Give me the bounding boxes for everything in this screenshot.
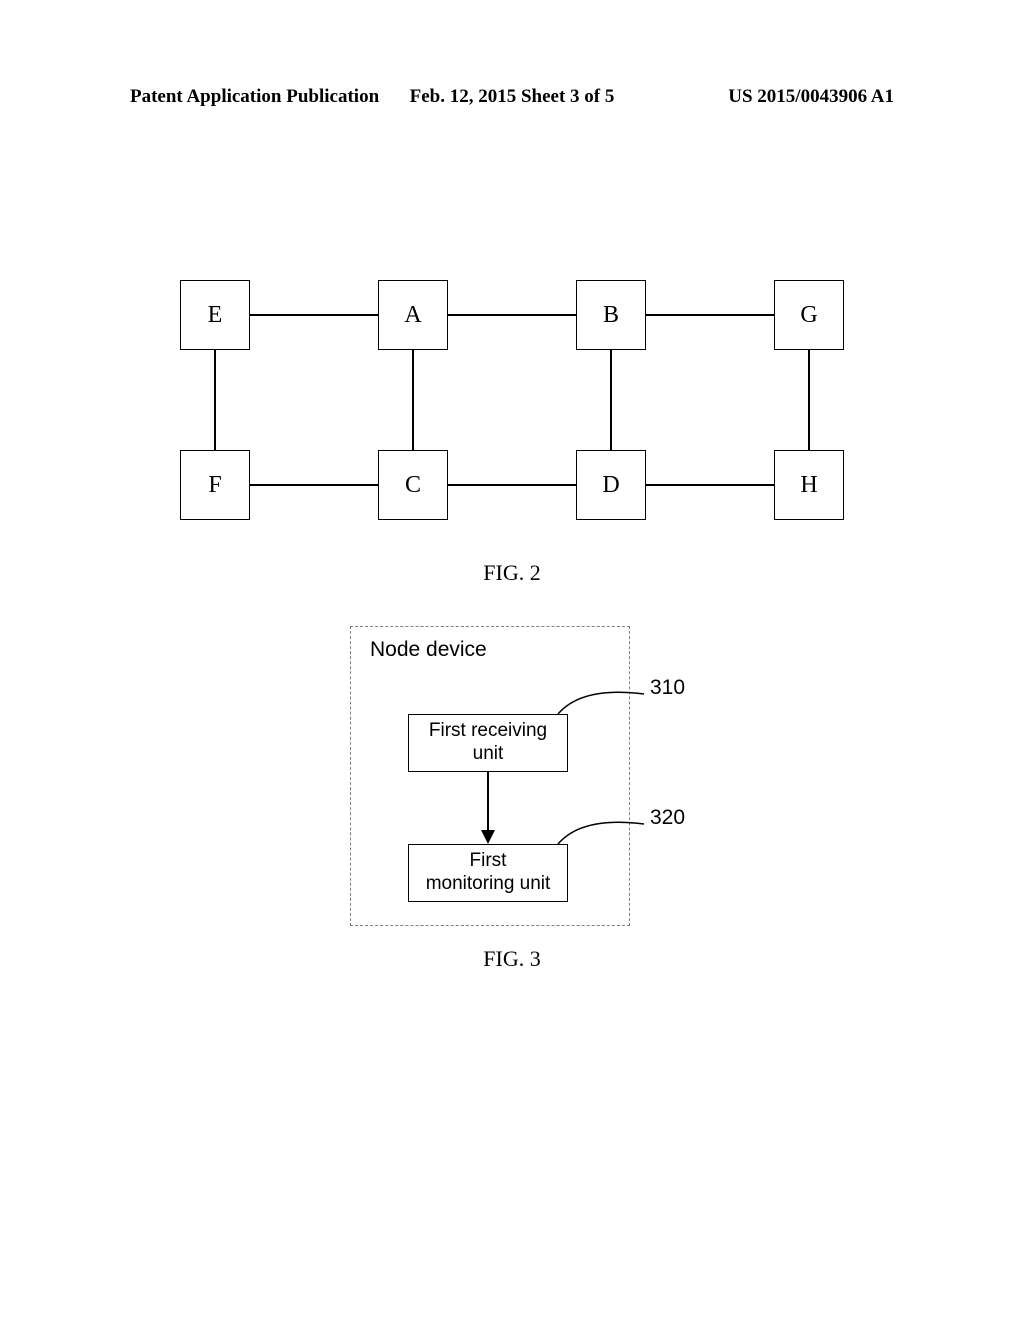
node-d: D (576, 450, 646, 520)
node-f: F (180, 450, 250, 520)
node-h: H (774, 450, 844, 520)
reference-number-320: 320 (650, 806, 685, 830)
header-publication: Patent Application Publication (130, 86, 379, 108)
edge-b-d (610, 350, 612, 450)
edge-d-h (646, 484, 774, 486)
edge-b-g (646, 314, 774, 316)
node-b: B (576, 280, 646, 350)
figure-3-caption: FIG. 3 (0, 946, 1024, 972)
edge-a-c (412, 350, 414, 450)
edge-f-c (250, 484, 378, 486)
node-g: G (774, 280, 844, 350)
edge-a-b (448, 314, 576, 316)
node-c: C (378, 450, 448, 520)
node-e: E (180, 280, 250, 350)
figure-2-caption: FIG. 2 (0, 560, 1024, 586)
node-a: A (378, 280, 448, 350)
header-date-sheet: Feb. 12, 2015 Sheet 3 of 5 (410, 86, 615, 108)
figure-3-diagram: Node device First receivingunitFirstmoni… (350, 626, 630, 926)
edge-g-h (808, 350, 810, 450)
figure-2-diagram: E A B G F C D H (180, 280, 844, 540)
edge-c-d (448, 484, 576, 486)
edge-e-a (250, 314, 378, 316)
edge-e-f (214, 350, 216, 450)
header-pub-number: US 2015/0043906 A1 (728, 86, 894, 108)
